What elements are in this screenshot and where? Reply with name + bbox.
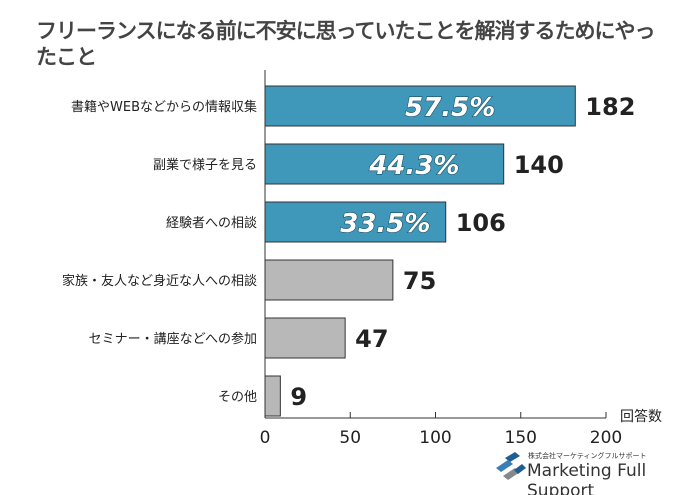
x-tick-label: 200 <box>590 428 622 448</box>
value-label: 106 <box>456 209 506 237</box>
x-tick-label: 150 <box>505 428 537 448</box>
x-axis-label: 回答数 <box>620 408 662 425</box>
logo-company-name: 株式会社マーケティングフルサポート <box>528 452 647 460</box>
bar <box>264 375 281 417</box>
category-label: 経験者への相談 <box>166 215 257 231</box>
bar <box>264 85 576 127</box>
x-tick-label: 0 <box>260 428 271 448</box>
value-label: 140 <box>514 151 564 179</box>
bar <box>264 143 505 185</box>
x-tick-label: 100 <box>419 428 451 448</box>
category-label: 家族・友人など身近な人への相談 <box>62 273 257 289</box>
category-label: その他 <box>218 390 257 405</box>
value-label: 9 <box>290 383 307 411</box>
bar <box>264 317 346 359</box>
category-label: 書籍やWEBなどからの情報収集 <box>71 99 257 115</box>
value-label: 47 <box>355 325 388 353</box>
category-label: 副業で様子を見る <box>153 157 257 173</box>
percent-label: 33.5% <box>340 209 430 239</box>
chart-title: フリーランスになる前に不安に思っていたことを解消するためにやったこと <box>36 19 656 69</box>
bar <box>264 259 394 301</box>
percent-label: 44.3% <box>368 151 459 181</box>
category-label: セミナー・講座などへの参加 <box>89 331 257 347</box>
x-tick-label: 50 <box>339 428 361 448</box>
value-label: 182 <box>585 93 635 121</box>
bar <box>264 201 447 243</box>
value-label: 75 <box>403 267 436 295</box>
percent-label: 57.5% <box>405 93 495 123</box>
logo-brand-name: Marketing Full Support <box>527 461 647 495</box>
